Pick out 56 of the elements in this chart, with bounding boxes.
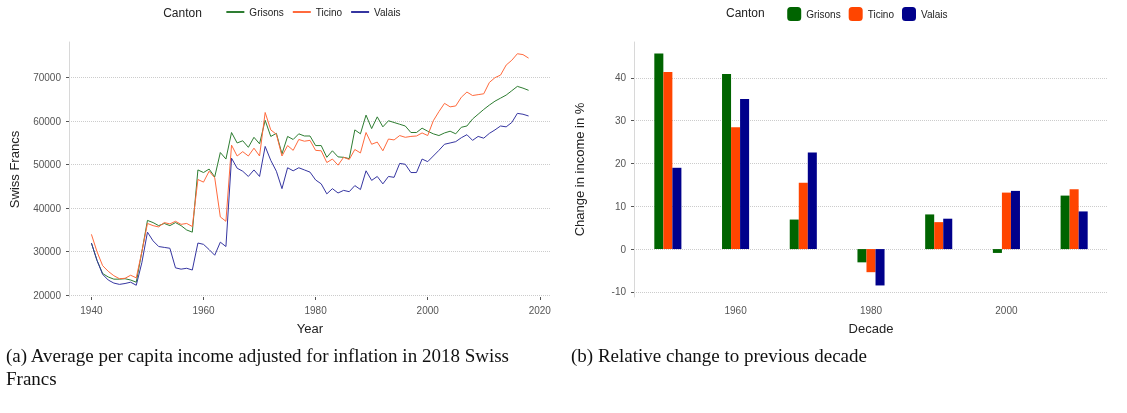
bar (875, 249, 885, 286)
x-tick-label: 1960 (724, 304, 748, 316)
bar (807, 152, 817, 250)
bar (722, 74, 732, 250)
y-tick-label: 30000 (33, 246, 62, 258)
text: (b) Relative change to previous decade (570, 344, 868, 368)
bar (1010, 190, 1020, 250)
y-tick-label: 50000 (33, 159, 62, 171)
bar (654, 53, 664, 250)
y-tick-label: 70000 (33, 72, 62, 84)
bar (934, 222, 944, 250)
x-axis-title: Year (296, 321, 324, 336)
bar (1060, 195, 1070, 250)
y-tick-label: 40000 (33, 202, 62, 214)
x-tick-label: 1940 (80, 304, 103, 316)
legend-label: Ticino (867, 8, 895, 20)
y-tick-label: -10 (611, 286, 627, 298)
bar (866, 249, 876, 273)
bar (798, 182, 808, 250)
y-tick-label: 40 (614, 72, 627, 84)
bar (663, 71, 673, 250)
y-tick-label: 20000 (33, 289, 62, 301)
bar (857, 249, 867, 263)
bar (672, 167, 682, 250)
y-tick-label: 30 (614, 115, 627, 127)
x-tick-label: 2000 (995, 304, 1018, 316)
bar (731, 127, 741, 250)
y-tick-label: 0 (620, 243, 627, 255)
legend-label: Valais (374, 6, 401, 18)
line-series (90, 53, 530, 280)
y-axis-title: Change in income in % (572, 102, 587, 237)
bar (925, 214, 935, 250)
x-tick-label: 1960 (192, 304, 216, 316)
legend-title: Canton (163, 6, 202, 20)
legend-label: Valais (920, 8, 948, 20)
x-tick-label: 1980 (859, 304, 883, 316)
bar (1001, 192, 1011, 250)
legend-title: Canton (725, 6, 765, 20)
legend-label: Grisons (249, 6, 284, 18)
bar (1078, 211, 1088, 250)
legend-label: Ticino (315, 6, 343, 18)
x-tick-label: 2000 (416, 304, 440, 316)
y-axis-title: Swiss Francs (7, 130, 22, 209)
y-tick-label: 20 (614, 158, 627, 170)
bar (992, 249, 1002, 253)
x-tick-label: 2020 (528, 304, 552, 316)
legend-label: Grisons (806, 8, 841, 20)
bar (789, 219, 799, 250)
bar (1069, 189, 1079, 250)
y-tick-label: 10 (614, 200, 627, 212)
y-tick-label: 60000 (33, 115, 62, 127)
x-tick-label: 1980 (304, 304, 328, 316)
x-axis-title: Decade (848, 321, 894, 336)
bar (740, 98, 750, 250)
bar (943, 218, 953, 250)
text: (a) Average per capita income adjusted for inflation in 2018 Swiss Francs (5, 344, 510, 391)
